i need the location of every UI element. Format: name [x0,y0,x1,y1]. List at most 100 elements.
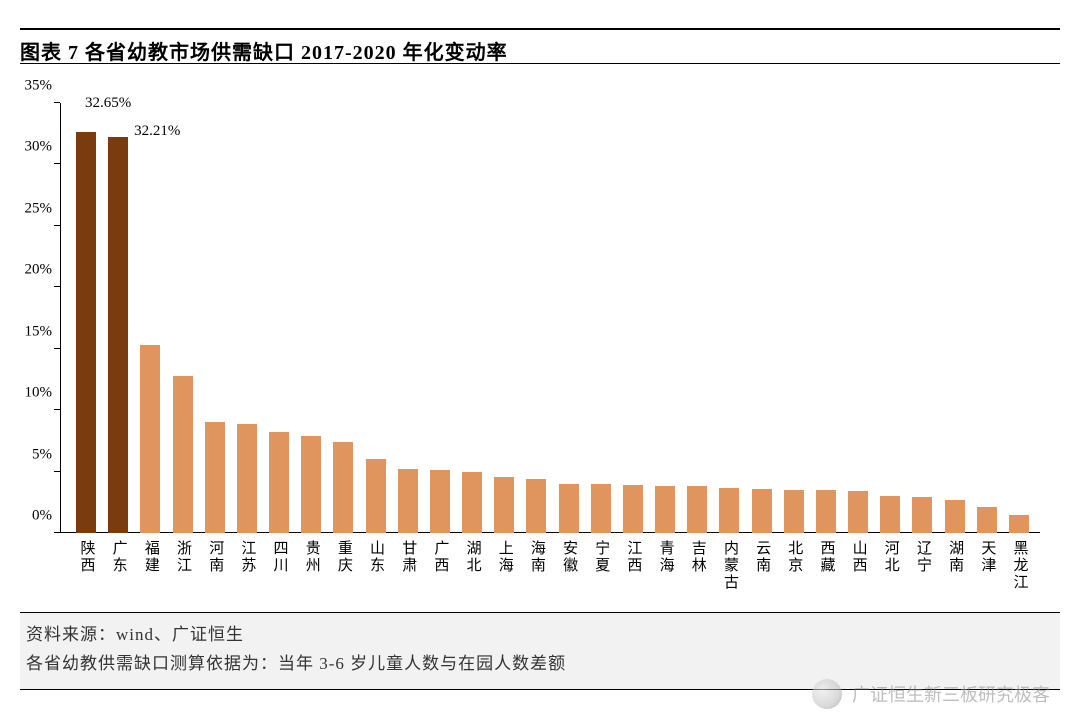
caption-method: 各省幼教供需缺口测算依据为：当年 3-6 岁儿童人数与在园人数差额 [26,650,1054,679]
bar-slot [778,490,810,533]
y-tick-label: 10% [25,385,53,402]
bar [687,486,707,533]
bar-slot [553,484,585,533]
bar-slot [167,376,199,533]
x-tick-label: 西藏 [810,540,842,591]
x-tick-label: 湖南 [939,540,971,591]
bar [719,488,739,533]
x-tick-label: 山西 [842,540,874,591]
bar [880,496,900,533]
page-root: 图表 7 各省幼教市场供需缺口 2017-2020 年化变动率 32.65%32… [0,0,1080,721]
x-tick-label: 福建 [134,540,166,591]
y-tick-label: 5% [32,446,52,463]
bar-slot [360,459,392,533]
bar-slot [681,486,713,533]
watermark: 广证恒生新三板研究极客 [812,679,1050,709]
bar [655,486,675,533]
x-tick-label: 辽宁 [906,540,938,591]
x-tick-label: 湖北 [456,540,488,591]
y-tick [54,348,60,349]
x-tick-label: 江西 [617,540,649,591]
title-underline [20,63,1060,64]
bar-slot: 32.65% [70,132,102,533]
x-tick-label: 重庆 [327,540,359,591]
x-tick-label: 河南 [199,540,231,591]
bar-value-label: 32.65% [85,95,131,112]
bar-slot [649,486,681,533]
bar-slot [746,489,778,533]
x-tick-label: 青海 [649,540,681,591]
y-tick [54,409,60,410]
bar [76,132,96,533]
bar [333,442,353,533]
y-tick-label: 0% [32,508,52,525]
bar [912,497,932,533]
bar-value-label: 32.21% [134,123,180,140]
x-tick-label: 上海 [488,540,520,591]
bar-slot [199,422,231,533]
y-tick-label: 30% [25,139,53,156]
bar [977,507,997,533]
bar-slot [488,477,520,534]
x-tick-label: 北京 [778,540,810,591]
x-tick-label: 吉林 [681,540,713,591]
x-tick-label: 天津 [971,540,1003,591]
y-tick-label: 25% [25,200,53,217]
x-tick-label: 宁夏 [585,540,617,591]
bar [140,345,160,533]
y-tick [54,102,60,103]
figure-title: 图表 7 各省幼教市场供需缺口 2017-2020 年化变动率 [20,28,1060,65]
x-tick-label: 四川 [263,540,295,591]
x-tick-label: 陕西 [70,540,102,591]
bar [1009,515,1029,533]
y-tick-label: 20% [25,262,53,279]
bar-slot [810,490,842,533]
bar-slot [134,345,166,533]
x-tick-label: 云南 [746,540,778,591]
wechat-icon [812,679,842,709]
bar [623,485,643,533]
bar [237,424,257,533]
bar-slot [585,484,617,533]
x-tick-label: 江苏 [231,540,263,591]
bar [205,422,225,533]
bar [784,490,804,533]
bar-slot [971,507,1003,533]
x-tick-label: 广西 [424,540,456,591]
y-tick [54,225,60,226]
bar [559,484,579,533]
x-tick-label: 海南 [520,540,552,591]
bar-slot [456,472,488,533]
x-tick-label: 安徽 [553,540,585,591]
bar-slot [939,500,971,533]
bar [591,484,611,533]
bar [526,479,546,533]
x-tick-label: 黑龙江 [1003,540,1035,591]
x-tick-label: 贵州 [295,540,327,591]
bar [366,459,386,533]
x-tick-label: 广东 [102,540,134,591]
bar [816,490,836,533]
bar-slot [263,432,295,533]
bar-slot [1003,515,1035,533]
x-tick-label: 甘肃 [392,540,424,591]
bar [398,469,418,533]
y-tick [54,471,60,472]
bar-slot [520,479,552,533]
bar-slot [617,485,649,533]
bar [462,472,482,533]
bar [848,491,868,533]
bar-chart: 32.65%32.21% 0%5%10%15%20%25%30%35% [60,103,1040,533]
x-tick-label: 山东 [360,540,392,591]
bar [173,376,193,533]
caption-source: 资料来源：wind、广证恒生 [26,621,1054,650]
bar-slot: 32.21% [102,137,134,533]
x-tick-label: 浙江 [167,540,199,591]
watermark-text: 广证恒生新三板研究极客 [852,681,1050,707]
bar-slot [842,491,874,533]
bar [269,432,289,533]
bar [430,470,450,533]
bar-slot [713,488,745,533]
plot-area: 32.65%32.21% [60,103,1040,533]
bar-slot [295,436,327,533]
